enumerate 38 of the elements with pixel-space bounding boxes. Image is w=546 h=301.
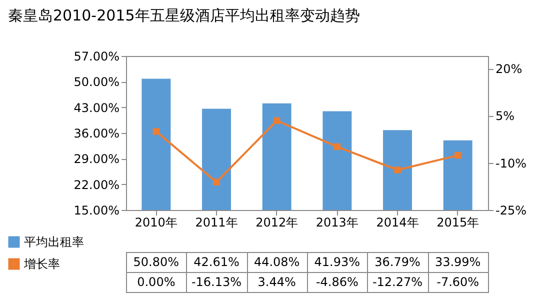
- x-tick-label: 2013年: [316, 216, 358, 230]
- y2-tick-label: -10%: [496, 156, 527, 170]
- x-tick-label: 2012年: [256, 216, 298, 230]
- data-label: -12.27%: [372, 275, 423, 289]
- legend-label: 增长率: [23, 257, 60, 271]
- y2-tick-label: 20%: [496, 62, 522, 76]
- y-tick-label: 43.00%: [74, 100, 120, 115]
- x-tick-label: 2011年: [195, 216, 238, 230]
- chart-title: 秦皇岛2010-2015年五星级酒店平均出租率变动趋势: [8, 6, 360, 24]
- point: [334, 143, 341, 150]
- data-label: -7.60%: [436, 275, 480, 289]
- point: [454, 152, 462, 159]
- y-tick-label: 22.00%: [74, 178, 120, 192]
- x-tick-label: 2010年: [134, 216, 178, 230]
- y-tick-label: 50.00%: [74, 75, 120, 90]
- y-tick-label: 15.00%: [74, 204, 120, 218]
- legend-label: 平均出租率: [24, 235, 84, 249]
- data-label: 44.08%: [254, 255, 300, 269]
- y2-tick-label: 5%: [496, 109, 515, 124]
- data-label: 3.44%: [258, 275, 296, 289]
- x-tick-label: 2015年: [436, 216, 480, 230]
- data-label: -16.13%: [191, 275, 242, 289]
- y-tick-label: 57.00%: [74, 50, 120, 64]
- data-label: -4.86%: [316, 275, 358, 289]
- point: [394, 166, 401, 174]
- x-tick-label: 2014年: [376, 216, 419, 230]
- y-tick-label: 29.00%: [74, 152, 120, 166]
- y2-tick-label: -25%: [496, 204, 527, 218]
- data-label: 41.93%: [314, 255, 360, 269]
- point: [273, 117, 280, 124]
- data-label: 33.99%: [434, 255, 481, 269]
- point: [213, 178, 220, 186]
- y-tick-label: 36.00%: [74, 126, 120, 140]
- data-label: 0.00%: [137, 275, 176, 289]
- data-label: 50.80%: [133, 255, 180, 269]
- data-label: 42.61%: [194, 255, 240, 269]
- point: [152, 128, 160, 135]
- data-label: 36.79%: [374, 255, 420, 269]
